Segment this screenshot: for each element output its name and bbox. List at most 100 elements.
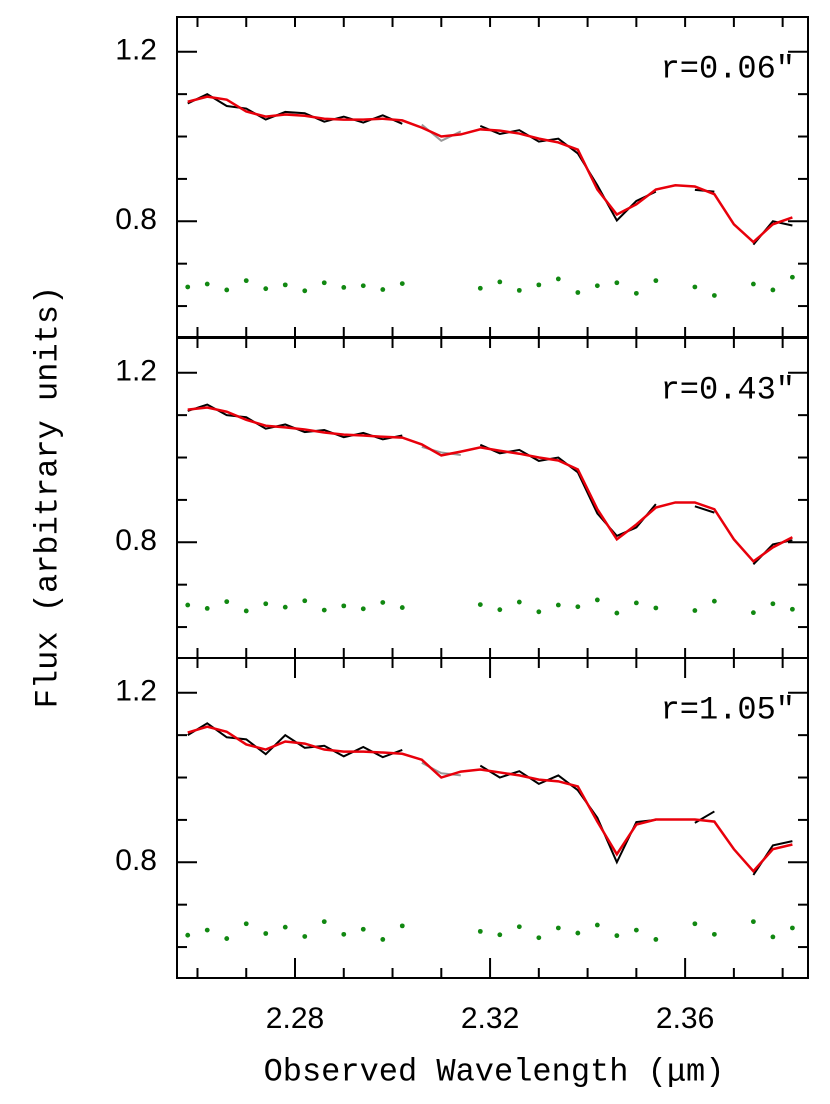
residual-point (555, 925, 561, 931)
residual-point (224, 599, 230, 605)
residual-point (711, 931, 717, 937)
x-tick-label: 2.28 (266, 1002, 324, 1035)
residual-point (575, 604, 581, 610)
residual-point (497, 607, 503, 613)
y-tick-label: 0.8 (115, 524, 157, 557)
annotation: r=1.05″ (661, 691, 795, 728)
panel-frame (176, 657, 809, 979)
residual-point (516, 599, 522, 605)
residual-point (321, 280, 327, 286)
y-tick-label: 1.2 (115, 34, 157, 67)
residual-point (536, 935, 542, 941)
x-axis-title: Observed Wavelength (μm) (264, 1053, 725, 1090)
residual-point (224, 936, 230, 941)
residual-point (282, 924, 288, 930)
masked-spectrum (421, 123, 462, 142)
residual-point (633, 600, 639, 606)
y-tick-label: 1.2 (115, 675, 157, 708)
residual-point (789, 274, 795, 280)
residual-point (477, 285, 483, 291)
residual-point (204, 281, 210, 287)
residual-point (750, 919, 756, 925)
residual-point (516, 924, 522, 930)
residual-point (692, 608, 698, 613)
residual-point (594, 922, 600, 928)
residual-point (555, 276, 561, 282)
residual-point (380, 287, 386, 292)
residual-point (185, 284, 191, 290)
residual-point (399, 605, 405, 610)
spectrum (694, 505, 715, 514)
residual-point (653, 605, 659, 611)
residual-point (614, 933, 620, 939)
spectrum (479, 125, 657, 223)
residual-point (263, 286, 269, 292)
residual-point (711, 598, 717, 604)
residual-point (302, 934, 308, 939)
x-tick-label: 2.36 (656, 1002, 714, 1035)
residual-point (263, 931, 269, 936)
residual-point (633, 927, 639, 933)
residual-point (575, 290, 581, 295)
residual-point (224, 287, 230, 293)
residual-point (770, 601, 776, 607)
residual-point (282, 282, 288, 288)
y-tick-label: 0.8 (115, 844, 157, 877)
residual-point (692, 921, 698, 927)
x-tick-label: 2.32 (461, 1002, 519, 1035)
spectrum (479, 764, 656, 865)
residual-point (497, 279, 503, 285)
residual-point (243, 608, 249, 614)
residual-point (380, 600, 386, 605)
annotation: r=0.43″ (661, 371, 795, 408)
spectrum (479, 443, 657, 538)
residual-point (380, 937, 386, 942)
residual-point (302, 598, 308, 604)
residual-point (536, 609, 542, 615)
residual-point (789, 606, 795, 612)
residual-point (711, 293, 717, 298)
residual-point (555, 602, 561, 608)
residual-point (770, 287, 776, 293)
residual-point (653, 278, 659, 284)
residual-point (302, 288, 308, 294)
residual-point (360, 926, 366, 932)
residual-point (321, 919, 327, 925)
residual-point (204, 927, 210, 933)
residual-point (282, 604, 288, 610)
spectrum (187, 93, 403, 125)
spectrum (752, 539, 793, 566)
model-fit (187, 95, 793, 244)
residual-point (477, 602, 483, 607)
residual-point (341, 285, 347, 290)
residual-point (360, 606, 366, 612)
residual-point (692, 284, 698, 290)
residual-point (614, 280, 620, 286)
residual-point (360, 283, 366, 289)
residual-point (536, 282, 542, 288)
residual-point (341, 603, 347, 609)
residual-point (594, 597, 600, 603)
annotation: r=0.06″ (661, 50, 795, 87)
residual-point (614, 610, 620, 616)
residual-point (477, 928, 483, 934)
residual-point (516, 287, 522, 293)
residual-point (399, 281, 405, 286)
residual-point (789, 925, 795, 931)
residual-point (185, 932, 191, 938)
residual-point (204, 606, 210, 611)
y-tick-label: 1.2 (115, 355, 157, 388)
residual-point (243, 921, 249, 927)
residual-point (497, 932, 503, 938)
residual-point (263, 601, 269, 607)
residual-point (243, 278, 249, 284)
residual-point (594, 283, 600, 289)
model-fit (187, 406, 793, 564)
residual-point (750, 281, 756, 287)
residual-point (770, 934, 776, 940)
y-axis-title: Flux (arbitrary units) (29, 286, 66, 708)
y-tick-label: 0.8 (115, 203, 157, 236)
residual-point (575, 930, 581, 936)
residual-point (399, 923, 405, 929)
